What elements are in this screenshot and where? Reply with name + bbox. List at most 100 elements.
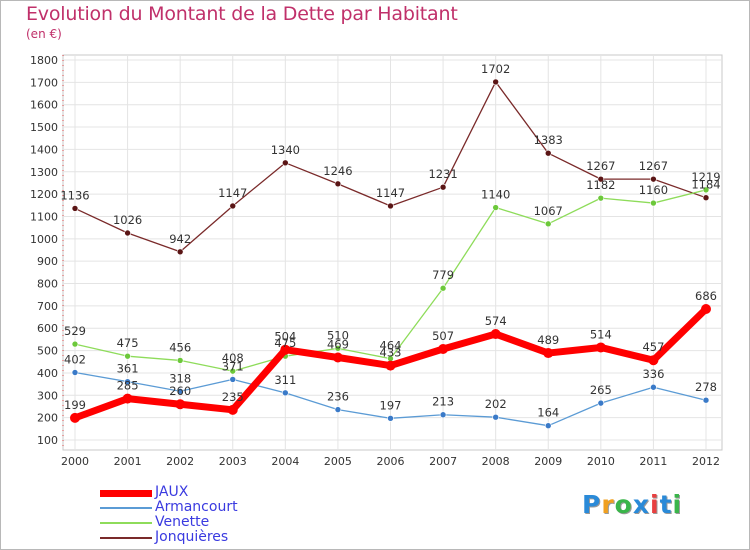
y-tick-label: 1200: [30, 188, 58, 201]
data-label-armancourt: 371: [222, 359, 244, 373]
data-label-jaux: 469: [327, 338, 349, 352]
data-label-armancourt: 278: [695, 380, 717, 394]
data-label-armancourt: 164: [537, 406, 559, 420]
y-tick-label: 500: [37, 345, 58, 358]
y-tick-label: 1500: [30, 121, 58, 134]
data-label-jonquires: 1147: [218, 186, 247, 200]
data-label-jaux: 433: [380, 346, 402, 360]
plot-area: [62, 54, 723, 451]
data-point-jaux: [175, 399, 186, 410]
y-tick-label: 700: [37, 300, 58, 313]
x-tick-label: 2005: [324, 455, 352, 468]
data-point-jaux: [122, 393, 133, 404]
data-point-venette: [334, 345, 342, 352]
legend-swatch: [100, 522, 152, 524]
data-point-armancourt: [387, 415, 394, 422]
y-tick-label: 400: [37, 367, 58, 380]
data-label-jonquires: 1702: [481, 62, 510, 76]
data-label-jaux: 489: [537, 333, 559, 347]
y-tick-label: 900: [37, 255, 58, 268]
data-label-jaux: 457: [642, 340, 664, 354]
y-tick-label: 100: [37, 434, 58, 447]
data-point-armancourt: [650, 383, 657, 391]
legend-swatch: [100, 489, 152, 497]
data-label-venette: 529: [64, 324, 86, 338]
data-point-jonquires: [282, 159, 289, 167]
data-point-armancourt: [71, 369, 79, 376]
x-tick-label: 2008: [482, 455, 510, 468]
data-point-jonquires: [439, 183, 447, 191]
data-point-venette: [124, 352, 131, 360]
data-label-jonquires: 1184: [691, 178, 720, 192]
x-tick-label: 2010: [587, 455, 615, 468]
data-label-jonquires: 1026: [113, 213, 142, 227]
data-point-jaux: [648, 355, 659, 366]
data-label-venette: 1160: [639, 183, 668, 197]
data-label-jonquires: 1147: [376, 186, 405, 200]
data-label-jaux: 235: [222, 390, 244, 404]
data-point-armancourt: [282, 389, 289, 397]
data-label-armancourt: 318: [169, 371, 191, 385]
data-label-armancourt: 361: [117, 362, 139, 376]
data-point-jonquires: [492, 78, 499, 86]
data-point-armancourt: [597, 399, 605, 407]
data-point-armancourt: [176, 387, 184, 395]
x-tick-label: 2003: [219, 455, 247, 468]
y-tick-label: 300: [37, 389, 58, 402]
data-point-jonquires: [124, 229, 131, 237]
data-point-armancourt: [439, 411, 447, 419]
data-point-jaux: [701, 304, 711, 315]
y-tick-label: 200: [37, 412, 58, 425]
y-tick-label: 1000: [30, 233, 58, 246]
data-point-armancourt: [544, 422, 552, 429]
data-label-venette: 408: [222, 351, 244, 365]
x-tick-label: 2007: [429, 455, 457, 468]
data-point-jaux: [227, 404, 238, 415]
data-point-jaux: [385, 360, 396, 371]
data-label-jonquires: 1383: [534, 133, 563, 147]
data-point-venette: [702, 186, 710, 194]
data-point-jonquires: [597, 175, 605, 183]
data-point-venette: [439, 284, 447, 292]
data-label-venette: 456: [169, 340, 191, 354]
data-point-jaux: [280, 344, 291, 355]
data-point-armancourt: [124, 378, 131, 385]
data-label-venette: 1219: [691, 170, 720, 184]
x-tick-label: 2012: [692, 455, 720, 468]
data-label-jonquires: 1136: [60, 188, 89, 202]
data-label-venette: 510: [327, 328, 349, 342]
data-point-jaux: [332, 352, 343, 363]
data-label-jonquires: 1267: [639, 159, 668, 173]
data-point-armancourt: [334, 406, 342, 413]
data-label-venette: 779: [432, 268, 454, 282]
data-label-jaux: 285: [117, 379, 139, 393]
data-label-armancourt: 236: [327, 390, 349, 404]
legend-label: Armancourt: [155, 499, 238, 515]
data-label-jonquires: 1231: [428, 167, 457, 181]
legend-label: Jonquières: [155, 529, 229, 545]
y-tick-label: 1100: [30, 210, 58, 223]
y-tick-label: 1400: [30, 143, 58, 156]
logo-letter: t: [659, 490, 673, 519]
x-tick-label: 2000: [61, 455, 89, 468]
data-point-armancourt: [702, 396, 710, 404]
data-label-venette: 1182: [586, 178, 615, 192]
data-point-venette: [650, 199, 657, 207]
data-point-jaux: [490, 329, 501, 340]
data-point-venette: [492, 204, 499, 211]
x-tick-label: 2002: [166, 455, 194, 468]
chart-subtitle: (en €): [26, 27, 62, 41]
data-label-armancourt: 311: [274, 373, 296, 387]
data-point-venette: [229, 367, 237, 375]
logo-letter: i: [672, 490, 683, 519]
data-point-jaux: [543, 348, 554, 359]
data-label-jaux: 507: [432, 329, 454, 343]
data-point-jonquires: [650, 175, 657, 183]
logo-letter: r: [601, 490, 615, 519]
data-label-jonquires: 1340: [271, 143, 300, 157]
data-label-venette: 464: [380, 339, 402, 353]
data-label-jaux: 199: [64, 398, 86, 412]
data-label-armancourt: 213: [432, 395, 454, 409]
x-tick-label: 2006: [377, 455, 405, 468]
